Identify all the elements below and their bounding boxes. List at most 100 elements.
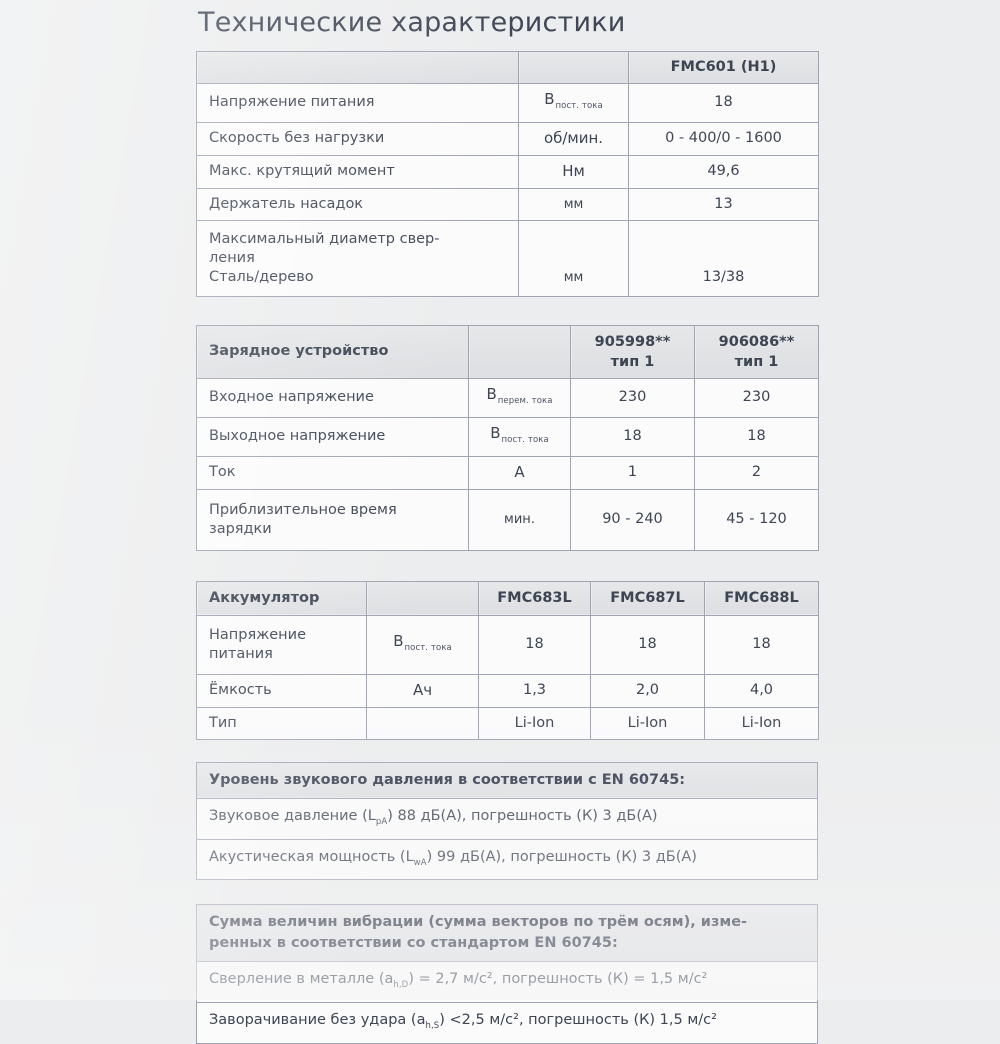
charger-col2-code: 906086** xyxy=(718,333,795,350)
unit-main: В xyxy=(393,631,404,650)
charger-col1-code: 905998** xyxy=(594,333,671,350)
section-gap xyxy=(196,551,818,581)
table-row: Макс. крутящий момент Нм 49,6 xyxy=(196,154,819,189)
unit-main: А xyxy=(514,462,525,481)
row-unit-max-torque: Нм xyxy=(518,154,629,189)
table-row: Ёмкость Ач 1,3 2,0 4,0 xyxy=(196,673,819,708)
battery-specifications-table: Аккумулятор FMC683L FMC687L FMC688L Напр… xyxy=(196,580,819,740)
unit-subscript: пост. тока xyxy=(501,434,549,445)
row-value-capacity-1: 1,3 xyxy=(478,673,591,708)
charger-col2-type: тип 1 xyxy=(734,353,779,370)
row-label-supply-voltage: Напряжение питания xyxy=(196,83,519,123)
unit-subscript: перем. тока xyxy=(497,395,553,406)
row-value-input-voltage-1: 230 xyxy=(570,377,695,418)
row-unit-input-voltage: Вперем. тока xyxy=(468,377,571,418)
block-row: Заворачивание без удара (ah,S) <2,5 м/с²… xyxy=(196,1002,818,1044)
row-unit-max-drill-diameter: мм xyxy=(518,219,629,297)
charger-specifications-table: Зарядное устройство 905998** тип 1 90608… xyxy=(196,324,819,551)
unit-subscript: пост. тока xyxy=(404,642,452,653)
table-row: Выходное напряжение Впост. тока 18 18 xyxy=(196,416,819,457)
row-unit-battery-voltage: Впост. тока xyxy=(366,614,479,675)
battery-header-spacer xyxy=(366,580,479,616)
row-unit-current: А xyxy=(468,455,571,490)
row-label-bit-holder: Держатель насадок xyxy=(196,187,519,221)
page-title: Технические характеристики xyxy=(198,7,626,38)
row-value-capacity-2: 2,0 xyxy=(590,673,705,708)
table-row: Максимальный диаметр свер-ления Сталь/дер… xyxy=(196,219,819,297)
row-unit-capacity: Ач xyxy=(366,673,479,708)
block-row: Акустическая мощность (LwA) 99 дБ(А), по… xyxy=(196,838,818,881)
tool-header-label xyxy=(196,51,519,84)
section-gap xyxy=(196,740,818,762)
sound-pressure-block: Уровень звукового давления в соответстви… xyxy=(196,761,818,881)
vibration-drilling-metal-line: Сверление в металле (ah,D) = 2,7 м/с², п… xyxy=(196,961,818,1004)
row-label-current: Ток xyxy=(196,455,469,490)
block-row: Звуковое давление (LpA) 88 дБ(А), погреш… xyxy=(196,797,818,840)
row-value-no-load-speed: 0 - 400/0 - 1600 xyxy=(628,121,819,156)
row-value-bit-holder: 13 xyxy=(628,187,819,221)
row-unit-output-voltage: Впост. тока xyxy=(468,416,571,457)
row-value-battery-type-2: Li-Ion xyxy=(590,706,705,740)
row-value-input-voltage-2: 230 xyxy=(694,377,819,418)
table-header-row: Аккумулятор FMC683L FMC687L FMC688L xyxy=(196,580,819,616)
row-unit-supply-voltage: Впост. тока xyxy=(518,83,629,123)
row-value-battery-voltage-2: 18 xyxy=(590,614,705,675)
sound-power-post: ) 99 дБ(А), погрешность (К) 3 дБ(А) xyxy=(426,848,697,865)
unit-main: мин. xyxy=(504,512,535,528)
charger-header-label: Зарядное устройство xyxy=(196,324,469,379)
row-value-charging-time-2: 45 - 120 xyxy=(694,488,819,551)
unit-main: мм xyxy=(563,269,584,285)
charger-header-spacer xyxy=(468,324,571,379)
table-row: Напряжение питания Впост. тока 18 xyxy=(196,83,819,123)
tool-header-spacer xyxy=(518,51,629,84)
table-header-row: Зарядное устройство 905998** тип 1 90608… xyxy=(196,324,819,379)
row-value-max-torque: 49,6 xyxy=(628,154,819,189)
section-gap xyxy=(196,297,818,325)
unit-main: В xyxy=(544,90,555,108)
row-unit-bit-holder: мм xyxy=(518,187,629,221)
table-row: Держатель насадок мм 13 xyxy=(196,187,819,221)
row-value-max-drill-diameter: 13/38 xyxy=(628,219,819,297)
row-value-battery-type-1: Li-Ion xyxy=(478,706,591,740)
battery-header-col1: FMC683L xyxy=(478,580,591,616)
row-value-output-voltage-1: 18 xyxy=(570,416,695,457)
table-header-row: FMC601 (H1) xyxy=(196,51,819,84)
vibration-drilling-pre: Сверление в металле (a xyxy=(209,971,394,988)
row-value-current-2: 2 xyxy=(694,455,819,490)
row-unit-charging-time: мин. xyxy=(468,488,571,551)
row-unit-no-load-speed: об/мин. xyxy=(518,121,629,156)
battery-header-col3: FMC688L xyxy=(704,580,819,616)
table-row: Входное напряжение Вперем. тока 230 230 xyxy=(196,377,819,418)
row-label-output-voltage: Выходное напряжение xyxy=(196,416,469,457)
table-row: Тип Li-Ion Li-Ion Li-Ion xyxy=(196,706,819,740)
sound-power-pre: Акустическая мощность (L xyxy=(209,848,414,865)
unit-main: об/мин. xyxy=(543,128,604,147)
unit-subscript: пост. тока xyxy=(555,100,603,111)
row-label-max-drill-diameter: Максимальный диаметр свер-ления Сталь/дер… xyxy=(196,219,519,297)
vibration-block: Сумма величин вибрации (сумма векторов п… xyxy=(196,904,818,1044)
vibration-block-header: Сумма величин вибрации (сумма векторов п… xyxy=(196,904,818,963)
row-value-battery-voltage-3: 18 xyxy=(704,614,819,675)
row-label-battery-type: Тип xyxy=(196,706,367,740)
row-value-battery-voltage-1: 18 xyxy=(478,614,591,675)
table-row: Скорость без нагрузки об/мин. 0 - 400/0 … xyxy=(196,121,819,156)
table-row: Ток А 1 2 xyxy=(196,455,819,490)
unit-main: мм xyxy=(563,196,584,212)
table-row: Напряжение питания Впост. тока 18 18 18 xyxy=(196,614,819,675)
row-value-output-voltage-2: 18 xyxy=(694,416,819,457)
table-row: Приблизительное время зарядки мин. 90 - 2… xyxy=(196,488,819,551)
sound-pressure-line: Звуковое давление (LpA) 88 дБ(А), погреш… xyxy=(196,797,818,840)
unit-main: В xyxy=(486,384,497,403)
battery-header-label: Аккумулятор xyxy=(196,580,367,616)
charger-header-col2: 906086** тип 1 xyxy=(694,324,819,379)
sound-pressure-post: ) 88 дБ(А), погрешность (К) 3 дБ(А) xyxy=(387,807,658,824)
sound-pressure-subscript: pA xyxy=(375,816,388,827)
row-value-capacity-3: 4,0 xyxy=(704,673,819,708)
unit-main: В xyxy=(490,423,501,442)
row-value-current-1: 1 xyxy=(570,455,695,490)
row-value-supply-voltage: 18 xyxy=(628,83,819,123)
sound-block-header: Уровень звукового давления в соответстви… xyxy=(196,761,818,799)
row-unit-battery-type xyxy=(366,706,479,740)
charger-col1-type: тип 1 xyxy=(610,353,655,370)
block-header-row: Уровень звукового давления в соответстви… xyxy=(196,761,818,799)
